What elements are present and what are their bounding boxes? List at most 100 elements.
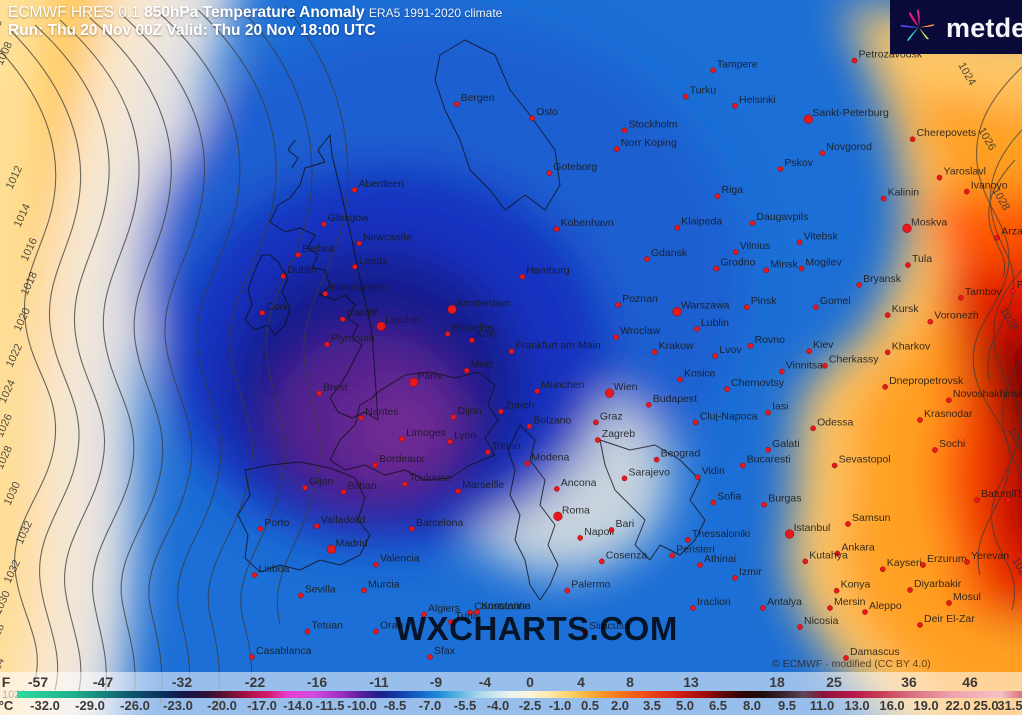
svg-text:Lisboa: Lisboa [259,563,290,575]
svg-text:Gdansk: Gdansk [651,247,688,259]
svg-text:Goteborg: Goteborg [553,161,597,173]
svg-text:Aleppo: Aleppo [869,600,902,612]
svg-text:Penza: Penza [1017,279,1022,291]
svg-text:Gijon: Gijon [309,476,334,488]
svg-text:Limoges: Limoges [406,427,446,439]
svg-text:Vilnius: Vilnius [740,240,771,252]
svg-text:Klaipeda: Klaipeda [681,216,722,228]
svg-text:Pskov: Pskov [784,157,813,169]
svg-text:Damascus: Damascus [850,646,900,658]
svg-text:Koln: Koln [476,328,497,340]
svg-text:Poznan: Poznan [622,293,658,305]
svg-text:London: London [385,314,420,326]
svg-text:Mogilev: Mogilev [805,257,842,269]
svg-text:Frankfurt am Main: Frankfurt am Main [516,339,601,351]
svg-text:Moskva: Moskva [911,216,947,228]
svg-text:Kalinin: Kalinin [888,187,920,199]
svg-text:Newcastle: Newcastle [363,231,412,243]
svg-text:Murcia: Murcia [368,578,400,590]
svg-text:Lyon: Lyon [454,430,477,442]
svg-text:Bolzano: Bolzano [533,414,571,426]
svg-text:Diyarbakir: Diyarbakir [914,578,962,590]
svg-text:Glasgow: Glasgow [328,212,369,224]
svg-text:Zagreb: Zagreb [602,428,635,440]
svg-text:Tetuan: Tetuan [312,620,344,632]
svg-text:Konya: Konya [841,579,871,591]
svg-text:Zurich: Zurich [505,400,534,412]
svg-text:Cherkassy: Cherkassy [829,354,879,366]
svg-text:Tula: Tula [912,253,932,265]
svg-text:Kutahya: Kutahya [809,549,848,561]
svg-text:Iasi: Iasi [772,401,788,413]
svg-text:Cosenza: Cosenza [606,549,648,561]
svg-text:Kursk: Kursk [892,303,920,315]
svg-text:Madrid: Madrid [336,537,368,549]
svg-text:Bari: Bari [616,518,635,530]
svg-text:Galati: Galati [772,438,799,450]
svg-text:Arzamas: Arzamas [1001,226,1022,238]
svg-text:Yaroslavl: Yaroslavl [944,166,986,178]
svg-text:Amsterdam: Amsterdam [456,297,510,309]
svg-text:Vidin: Vidin [702,465,725,477]
svg-text:Palermo: Palermo [571,579,610,591]
svg-text:Dublin: Dublin [287,264,317,276]
svg-text:Stockholm: Stockholm [629,118,678,130]
svg-text:Cardiff: Cardiff [347,307,378,319]
svg-text:Casablanca: Casablanca [256,645,312,657]
svg-text:Athinai: Athinai [704,553,736,565]
svg-text:Rovno: Rovno [755,334,786,346]
svg-text:Iraclion: Iraclion [697,596,731,608]
svg-text:Budapest: Budapest [653,393,697,405]
svg-text:Voronezh: Voronezh [934,310,979,322]
svg-text:Wien: Wien [614,381,638,393]
svg-text:Burgas: Burgas [768,493,801,505]
svg-text:Lvov: Lvov [719,344,742,356]
svg-text:Porto: Porto [264,517,289,529]
svg-text:Daugavpils: Daugavpils [756,211,808,223]
svg-text:Bergen: Bergen [461,92,495,104]
svg-text:Sevastopol: Sevastopol [839,454,891,466]
svg-text:Krasnodar: Krasnodar [924,408,973,420]
svg-text:Barcelona: Barcelona [416,517,463,529]
svg-text:Cherepovets: Cherepovets [917,127,977,139]
svg-text:Ancona: Ancona [561,477,597,489]
svg-text:Leeds: Leeds [359,255,388,267]
svg-text:Bucaresti: Bucaresti [747,454,791,466]
svg-text:Graz: Graz [600,410,623,422]
svg-text:Samsun: Samsun [852,512,891,524]
svg-text:Sevilla: Sevilla [305,584,336,596]
svg-text:Krakow: Krakow [659,340,694,352]
svg-text:Marseille: Marseille [462,479,504,491]
svg-text:Warszawa: Warszawa [681,300,730,312]
svg-text:Cluj-Napoca: Cluj-Napoca [700,410,758,422]
svg-text:Munchen: Munchen [541,379,584,391]
svg-text:Izmir: Izmir [739,566,762,578]
svg-text:Modena: Modena [531,452,569,464]
svg-text:Mersin: Mersin [834,596,866,608]
svg-text:Riga: Riga [722,184,744,196]
svg-text:Kiev: Kiev [813,339,834,351]
svg-text:Hamburg: Hamburg [526,265,569,277]
svg-text:Kobenhavn: Kobenhavn [561,217,614,229]
svg-text:Gomel: Gomel [820,295,851,307]
svg-text:Aberdeen: Aberdeen [359,178,405,190]
svg-text:Pinsk: Pinsk [751,295,777,307]
svg-text:Paris: Paris [418,370,442,382]
svg-text:Bilbao: Bilbao [348,480,377,492]
svg-text:Yerevan: Yerevan [971,550,1009,562]
svg-text:Cork: Cork [266,301,289,313]
svg-text:Bryansk: Bryansk [863,273,902,285]
svg-text:Lublin: Lublin [701,317,729,329]
svg-text:Ivanovo: Ivanovo [971,180,1008,192]
svg-text:Sankt-Peterburg: Sankt-Peterburg [812,107,889,119]
svg-text:Bordeaux: Bordeaux [379,453,425,465]
svg-text:Wroclaw: Wroclaw [620,325,660,337]
svg-text:Thessaloniki: Thessaloniki [692,528,750,540]
svg-text:Kayseri: Kayseri [887,557,922,569]
svg-text:Novgorod: Novgorod [826,141,872,153]
svg-text:Sofia: Sofia [717,491,741,503]
svg-text:Dnepropetrovsk: Dnepropetrovsk [889,375,964,387]
svg-text:Vinnitsa: Vinnitsa [786,360,823,372]
svg-text:Turku: Turku [690,85,717,97]
svg-text:Sochi: Sochi [939,438,965,450]
